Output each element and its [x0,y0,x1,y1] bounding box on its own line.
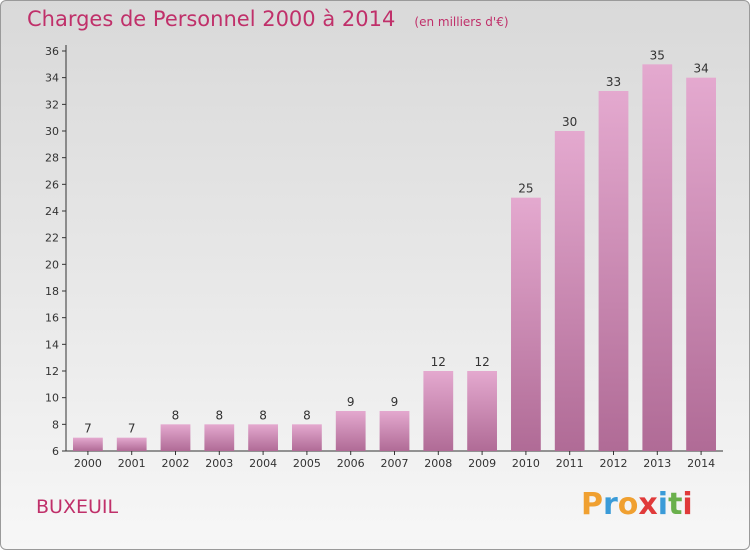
x-tick-label: 2000 [74,457,102,470]
logo-letter: o [617,487,639,522]
x-tick-label: 2009 [468,457,496,470]
x-tick-label: 2012 [600,457,628,470]
chart-subtitle: (en milliers d'€) [414,15,509,29]
x-tick-label: 2002 [162,457,190,470]
x-tick-label: 2013 [643,457,671,470]
y-tick-label: 18 [45,285,59,298]
x-tick-label: 2001 [118,457,146,470]
data-label: 33 [606,75,621,89]
data-label: 12 [474,355,489,369]
bar [379,411,410,451]
y-tick-label: 26 [45,178,59,191]
bar [248,424,278,451]
data-label: 25 [518,182,533,196]
x-tick-label: 2014 [687,457,715,470]
y-tick-label: 24 [45,205,59,218]
data-label: 9 [391,395,399,409]
bar [73,437,103,451]
data-label: 35 [650,48,665,62]
x-tick-label: 2005 [293,457,321,470]
bar [642,64,673,452]
data-label: 7 [84,422,92,436]
y-tick-label: 20 [45,258,59,271]
bar-layer [73,64,716,452]
logo-letter: P [581,487,603,522]
bar [511,197,541,451]
x-tick-label: 2004 [249,457,277,470]
y-tick-label: 10 [45,392,59,405]
logo-letter: x [638,487,658,522]
bar [160,424,191,451]
bar [116,437,147,451]
data-label: 8 [303,408,311,422]
bar [204,424,235,451]
bar [598,91,629,451]
data-label: 7 [128,422,136,436]
y-tick-label: 36 [45,45,59,58]
bar [335,411,366,451]
y-tick-label: 12 [45,365,59,378]
y-tick-label: 28 [45,152,59,165]
x-tick-label: 2008 [424,457,452,470]
bar [686,77,716,452]
y-tick-label: 14 [45,338,59,351]
bar [467,371,497,451]
y-tick-label: 8 [52,418,59,431]
logo-letter: i [657,487,669,522]
data-label: 8 [172,408,180,422]
bar [423,371,454,451]
data-label: 12 [431,355,446,369]
title-block: Charges de Personnel 2000 à 2014 (en mil… [27,7,509,31]
logo-letter: r [603,487,618,522]
data-label: 9 [347,395,355,409]
x-tick-label: 2010 [512,457,540,470]
label-layer: 2000 7 2001 7 2002 8 2003 8 2004 8 2005 8 2006 9 2007 9… [74,48,715,470]
logo-letter: i [682,487,693,522]
bar [292,424,322,451]
axis-layer: 6 8 10 12 14 16 18 20 22 24 26 28 30 32 34 36 [45,45,723,458]
logo-letter: t [668,487,683,522]
x-tick-label: 2007 [381,457,409,470]
x-tick-label: 2003 [205,457,233,470]
proxiti-logo: Proxiti [581,487,693,522]
y-tick-label: 22 [45,232,59,245]
y-tick-label: 32 [45,98,59,111]
data-label: 34 [693,62,708,76]
bar [554,131,585,451]
data-label: 8 [259,408,267,422]
commune-name: BUXEUIL [36,496,119,518]
chart-title: Charges de Personnel 2000 à 2014 [27,7,396,31]
x-tick-label: 2011 [556,457,584,470]
y-tick-label: 6 [52,445,59,458]
x-tick-label: 2006 [337,457,365,470]
y-tick-label: 30 [45,125,59,138]
y-tick-label: 34 [45,72,59,85]
y-tick-label: 16 [45,312,59,325]
data-label: 8 [215,408,223,422]
data-label: 30 [562,115,577,129]
